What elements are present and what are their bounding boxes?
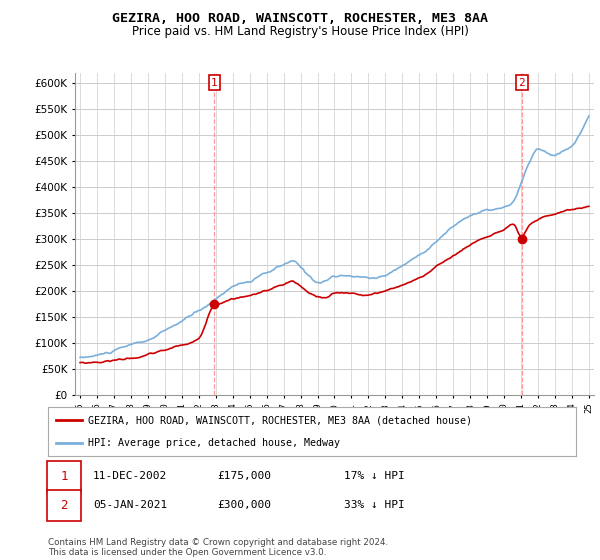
Text: 2: 2: [518, 78, 525, 87]
Text: 05-JAN-2021: 05-JAN-2021: [93, 501, 167, 510]
Text: 17% ↓ HPI: 17% ↓ HPI: [344, 472, 404, 481]
FancyBboxPatch shape: [47, 490, 81, 521]
Text: 2: 2: [61, 499, 68, 512]
Text: GEZIRA, HOO ROAD, WAINSCOTT, ROCHESTER, ME3 8AA (detached house): GEZIRA, HOO ROAD, WAINSCOTT, ROCHESTER, …: [88, 416, 472, 426]
Text: GEZIRA, HOO ROAD, WAINSCOTT, ROCHESTER, ME3 8AA: GEZIRA, HOO ROAD, WAINSCOTT, ROCHESTER, …: [112, 12, 488, 25]
Text: 1: 1: [61, 470, 68, 483]
Text: £300,000: £300,000: [217, 501, 271, 510]
FancyBboxPatch shape: [47, 461, 81, 492]
Text: 33% ↓ HPI: 33% ↓ HPI: [344, 501, 404, 510]
Text: Contains HM Land Registry data © Crown copyright and database right 2024.
This d: Contains HM Land Registry data © Crown c…: [48, 538, 388, 557]
Text: HPI: Average price, detached house, Medway: HPI: Average price, detached house, Medw…: [88, 438, 340, 448]
Text: 11-DEC-2002: 11-DEC-2002: [93, 472, 167, 481]
Text: 1: 1: [211, 78, 218, 87]
Text: Price paid vs. HM Land Registry's House Price Index (HPI): Price paid vs. HM Land Registry's House …: [131, 25, 469, 38]
Text: £175,000: £175,000: [217, 472, 271, 481]
